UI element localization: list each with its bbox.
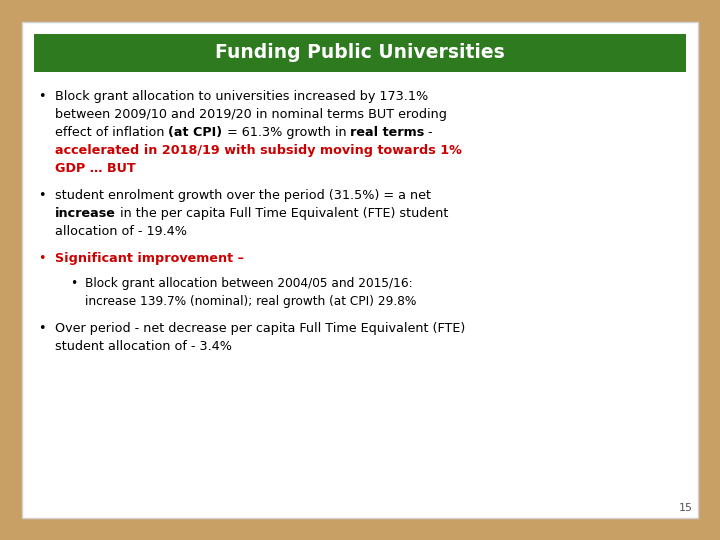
Text: real terms: real terms <box>350 126 425 139</box>
Text: -: - <box>425 126 433 139</box>
Text: increase 139.7% (nominal); real growth (at CPI) 29.8%: increase 139.7% (nominal); real growth (… <box>85 295 416 308</box>
Text: Block grant allocation to universities increased by 173.1%: Block grant allocation to universities i… <box>55 90 428 103</box>
Text: (at CPI): (at CPI) <box>168 126 222 139</box>
Text: between 2009/10 and 2019/20 in nominal terms BUT eroding: between 2009/10 and 2019/20 in nominal t… <box>55 108 447 121</box>
Text: Block grant allocation between 2004/05 and 2015/16:: Block grant allocation between 2004/05 a… <box>85 277 413 290</box>
Text: in the per capita Full Time Equivalent (FTE) student: in the per capita Full Time Equivalent (… <box>116 207 449 220</box>
Text: increase: increase <box>55 207 116 220</box>
Text: student allocation of - 3.4%: student allocation of - 3.4% <box>55 340 232 353</box>
Text: •: • <box>38 322 45 335</box>
Text: = 61.3% growth in: = 61.3% growth in <box>222 126 350 139</box>
Text: •: • <box>70 277 77 290</box>
FancyBboxPatch shape <box>34 34 686 72</box>
Text: Significant improvement –: Significant improvement – <box>55 252 244 265</box>
Text: •: • <box>38 90 45 103</box>
Text: •: • <box>38 252 45 265</box>
Text: effect of inflation: effect of inflation <box>55 126 168 139</box>
Text: •: • <box>38 189 45 202</box>
Text: GDP … BUT: GDP … BUT <box>55 162 136 175</box>
Text: accelerated in 2018/19 with subsidy moving towards 1%: accelerated in 2018/19 with subsidy movi… <box>55 144 462 157</box>
Text: student enrolment growth over the period (31.5%) = a net: student enrolment growth over the period… <box>55 189 431 202</box>
Text: Funding Public Universities: Funding Public Universities <box>215 44 505 63</box>
Text: Over period - net decrease per capita Full Time Equivalent (FTE): Over period - net decrease per capita Fu… <box>55 322 465 335</box>
FancyBboxPatch shape <box>22 22 698 518</box>
Text: allocation of - 19.4%: allocation of - 19.4% <box>55 225 187 238</box>
Text: 15: 15 <box>679 503 693 513</box>
